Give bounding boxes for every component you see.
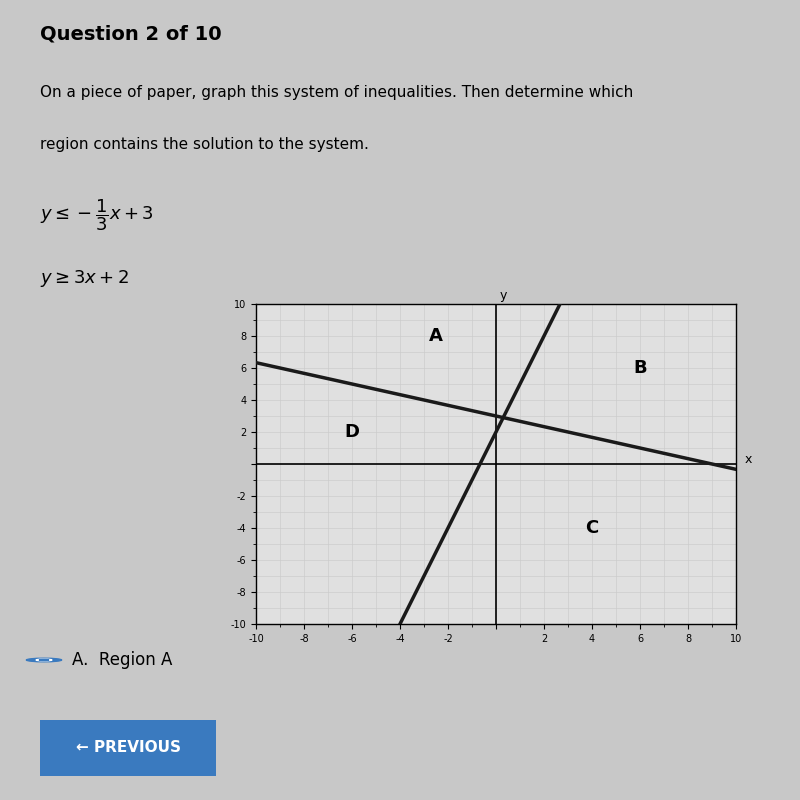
Text: Question 2 of 10: Question 2 of 10: [40, 24, 222, 43]
Text: ← PREVIOUS: ← PREVIOUS: [75, 741, 181, 755]
Text: D: D: [345, 423, 359, 441]
Circle shape: [39, 659, 49, 661]
Text: $y \leq -\dfrac{1}{3}x + 3$: $y \leq -\dfrac{1}{3}x + 3$: [40, 198, 154, 234]
Text: A: A: [429, 327, 443, 345]
Text: C: C: [586, 519, 598, 537]
FancyBboxPatch shape: [31, 717, 225, 779]
Circle shape: [36, 659, 52, 661]
Text: A.  Region A: A. Region A: [72, 651, 172, 669]
Text: On a piece of paper, graph this system of inequalities. Then determine which: On a piece of paper, graph this system o…: [40, 85, 634, 100]
Text: region contains the solution to the system.: region contains the solution to the syst…: [40, 137, 369, 152]
Text: $y \geq 3x + 2$: $y \geq 3x + 2$: [40, 267, 129, 289]
Text: B: B: [633, 359, 647, 377]
Text: y: y: [499, 290, 507, 302]
Circle shape: [26, 658, 62, 662]
Text: x: x: [744, 453, 752, 466]
